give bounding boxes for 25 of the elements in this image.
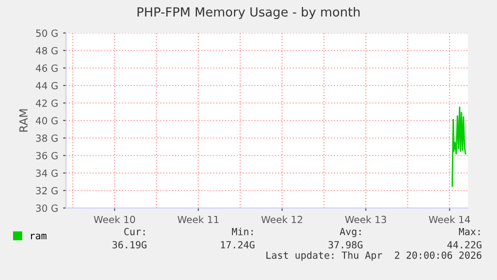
y-tick-label: 46 G <box>36 64 58 72</box>
text: Max: 44.22G <box>447 228 482 248</box>
y-tick-label: 34 G <box>36 169 58 177</box>
chart-title: PHP-FPM Memory Usage - by month <box>138 6 360 20</box>
y-tick-label: 44 G <box>36 82 58 90</box>
y-tick-label: 38 G <box>36 134 58 142</box>
legend-label: ram <box>31 234 46 240</box>
x-tick-label: Week 14 <box>428 216 470 224</box>
y-tick-label: 30 G <box>36 204 58 212</box>
y-tick-label: 48 G <box>36 46 58 54</box>
y-tick-label: 50 G <box>36 29 58 37</box>
line-series <box>452 106 466 187</box>
x-tick-label: Week 12 <box>261 216 302 224</box>
text: Min: 17.24G <box>221 228 254 248</box>
y-tick-label: 36 G <box>36 152 58 160</box>
text: Last update: Thu Apr 2 20:00:06 2026 <box>266 251 482 261</box>
x-tick-label: Week 13 <box>345 216 386 224</box>
text: Cur: 36.19G <box>112 228 146 248</box>
y-tick-label: 32 G <box>36 186 58 194</box>
y-tick-label: 40 G <box>36 116 58 124</box>
text: Avg: 37.98G <box>328 228 362 248</box>
x-tick-label: Week 11 <box>178 216 218 224</box>
y-tick-label: 42 G <box>36 99 58 107</box>
y-axis-title: RAM <box>19 109 28 132</box>
x-tick-label: Week 10 <box>94 216 135 224</box>
